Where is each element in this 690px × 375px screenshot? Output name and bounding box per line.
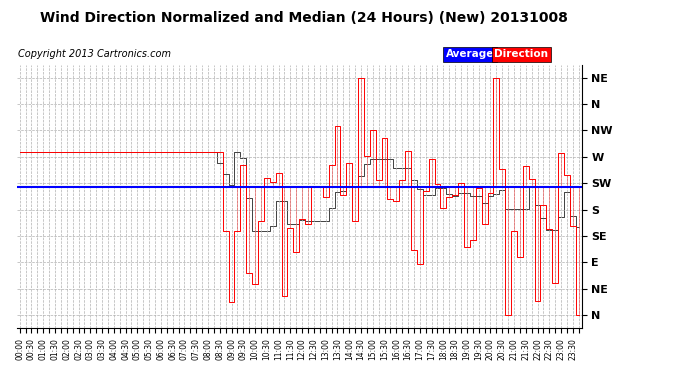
Text: Copyright 2013 Cartronics.com: Copyright 2013 Cartronics.com (18, 49, 171, 59)
Text: Wind Direction Normalized and Median (24 Hours) (New) 20131008: Wind Direction Normalized and Median (24… (39, 11, 568, 25)
Text: Average: Average (446, 49, 495, 59)
Text: Direction: Direction (494, 49, 548, 59)
